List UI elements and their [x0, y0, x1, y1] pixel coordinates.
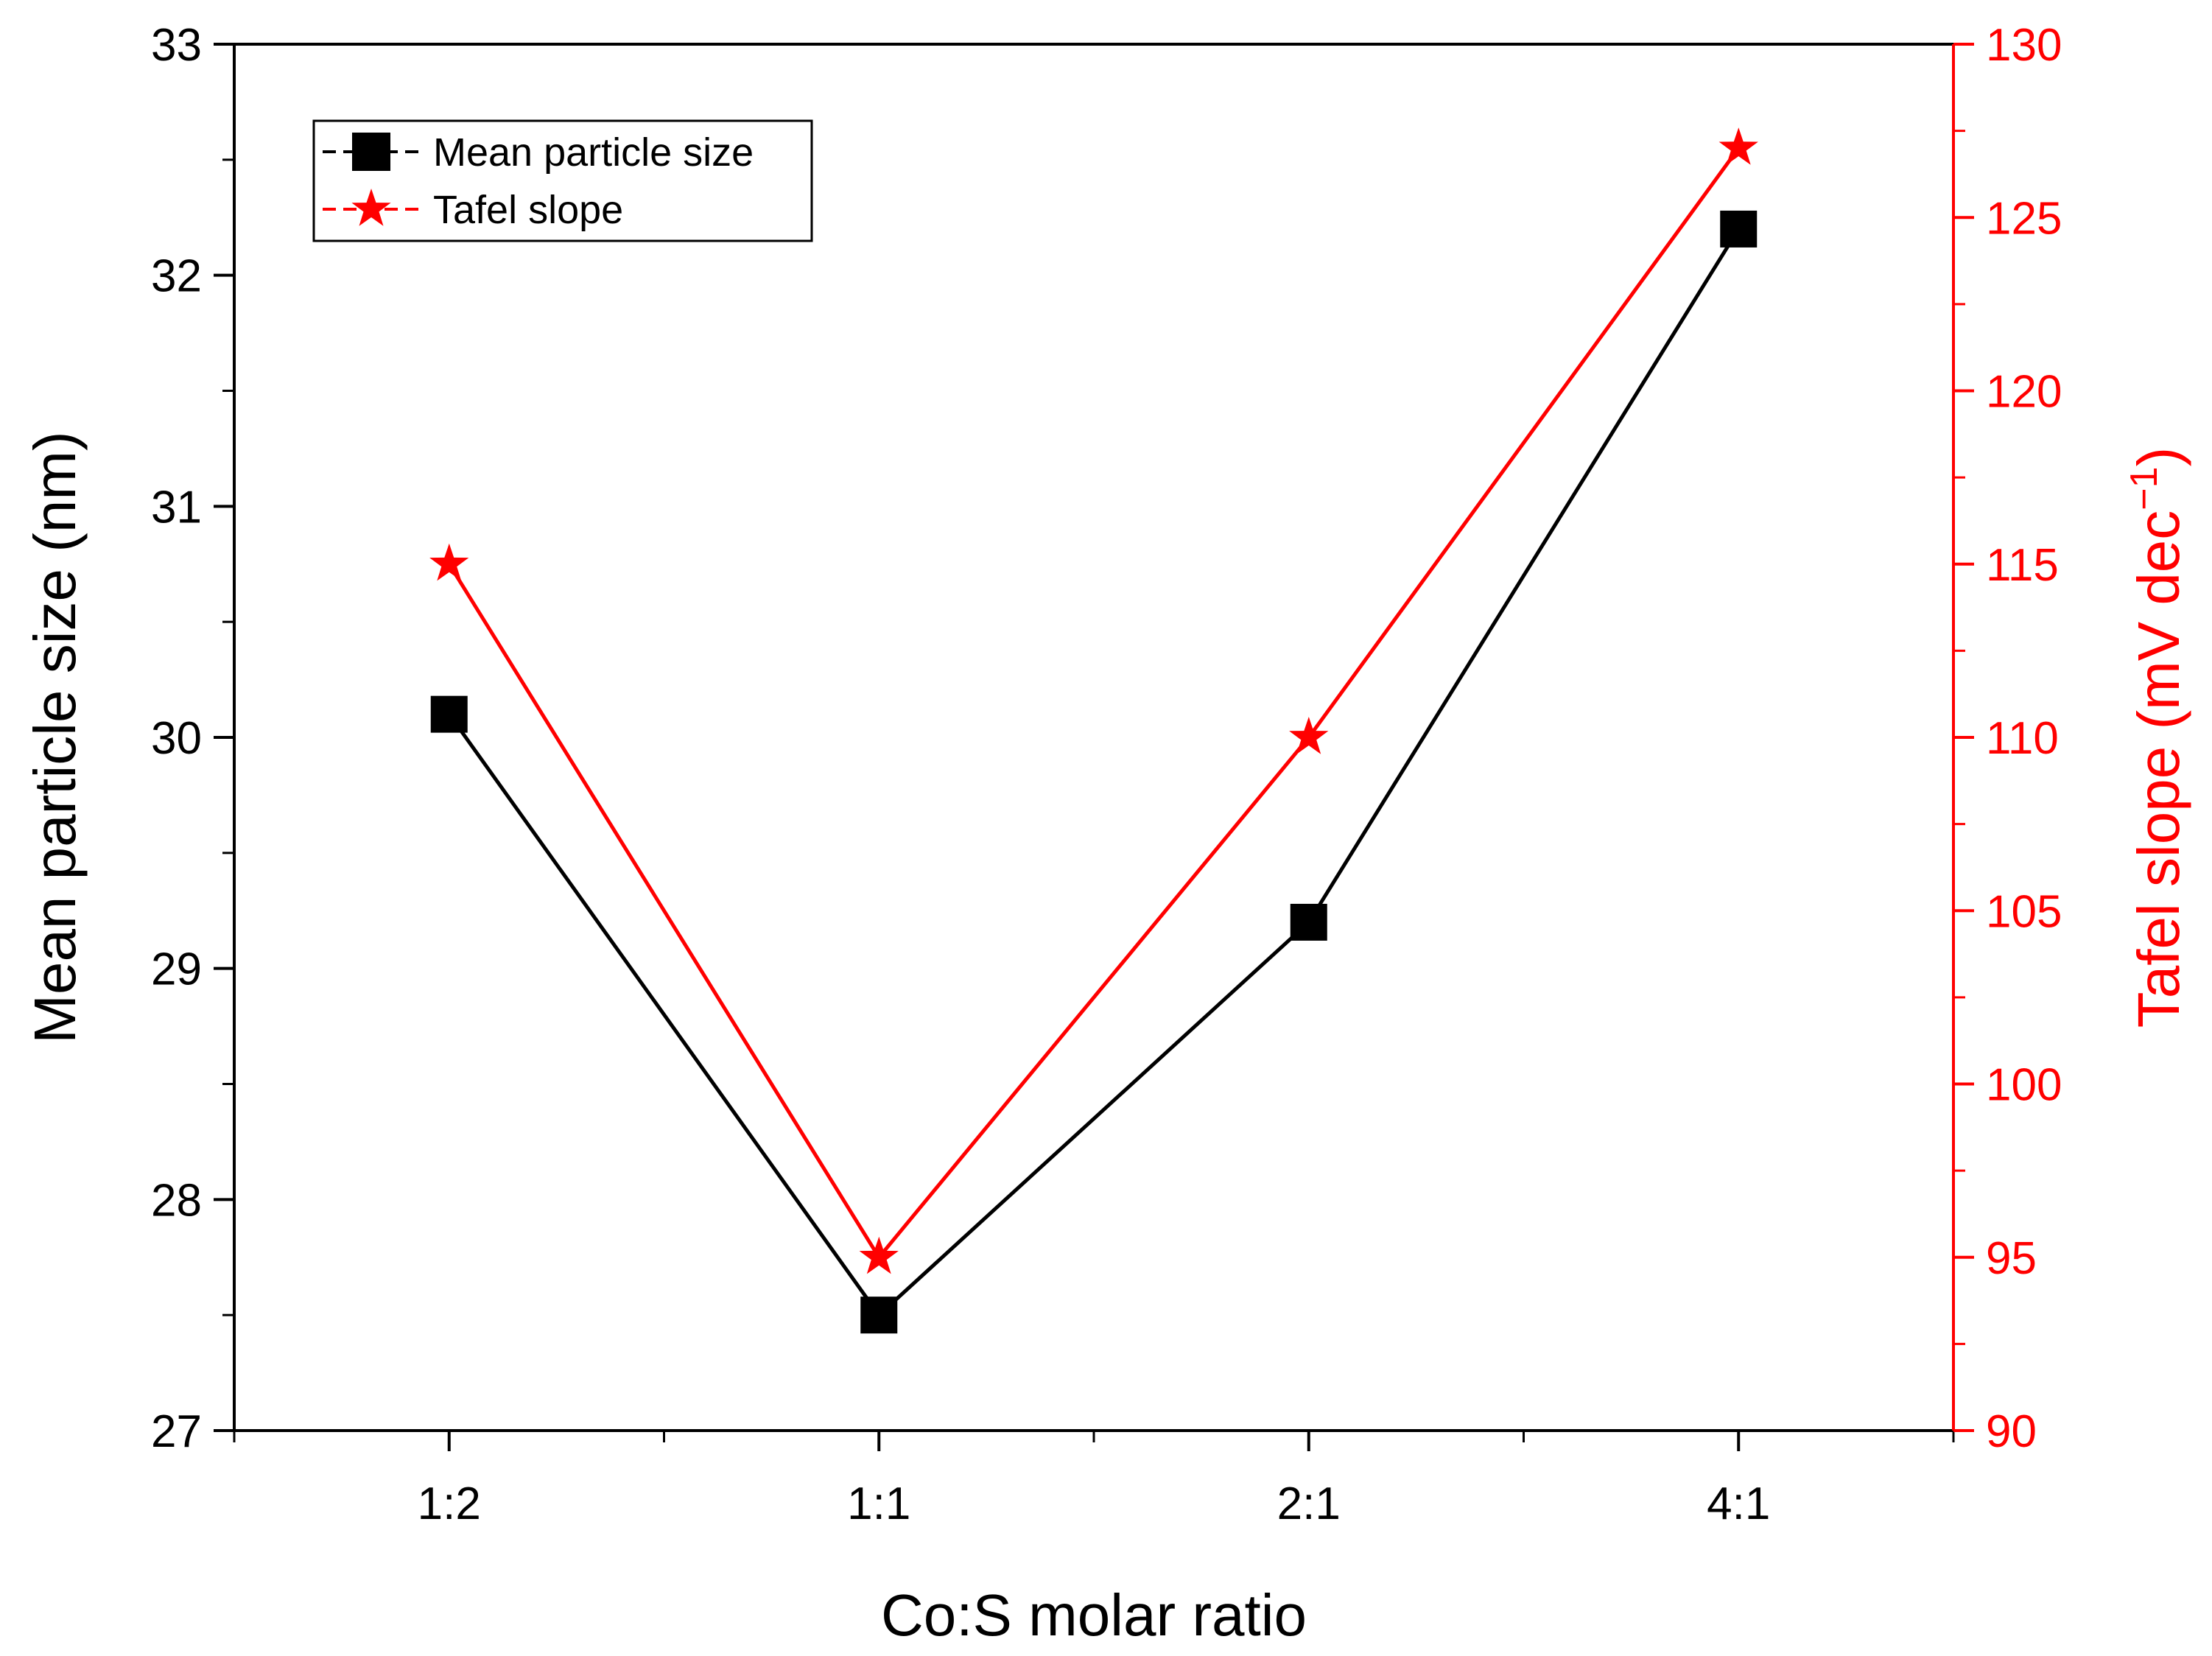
left-tick-label: 29 — [151, 944, 202, 995]
series-line-tafel-slope — [447, 147, 1741, 1261]
left-tick-label: 28 — [151, 1175, 202, 1226]
right-tick-label: 130 — [1986, 20, 2062, 71]
legend-label-tafel-slope: Tafel slope — [433, 188, 623, 232]
ticks-layer: 1:2 1:1 2:1 4:1 27 28 29 30 31 32 33 90 95 100 105 110 1… — [151, 20, 2062, 1529]
right-tick-label: 120 — [1986, 367, 2062, 418]
data-point-star — [1718, 127, 1758, 165]
data-point-square — [1720, 210, 1758, 248]
right-tick-label: 110 — [1986, 713, 2059, 764]
right-axis-title-main: Tafel slope (mV dec — [2126, 511, 2191, 1028]
series-line-particle-size — [447, 228, 1741, 1318]
data-point-square — [430, 695, 468, 733]
x-axis-title: Co:S molar ratio — [881, 1582, 1307, 1648]
data-point-star — [859, 1236, 899, 1274]
data-point-square — [1290, 903, 1327, 941]
right-axis-title: Tafel slope (mV dec−1) — [2123, 447, 2191, 1028]
right-tick-label: 125 — [1986, 193, 2062, 244]
left-tick-label: 32 — [151, 251, 202, 302]
legend: Mean particle size Tafel slope — [312, 119, 813, 242]
legend-marker-square-icon — [352, 133, 390, 171]
right-tick-label: 105 — [1986, 886, 2062, 937]
x-tick-label: 1:1 — [847, 1478, 910, 1529]
right-tick-label: 100 — [1986, 1060, 2062, 1111]
left-tick-label: 27 — [151, 1406, 202, 1457]
x-tick-label: 1:2 — [418, 1478, 481, 1529]
left-axis-title: Mean particle size (nm) — [22, 431, 88, 1043]
right-tick-label: 90 — [1986, 1406, 2037, 1457]
legend-marker-star-icon — [351, 189, 391, 226]
right-tick-label: 115 — [1986, 540, 2059, 591]
series-layer — [429, 127, 1758, 1334]
data-point-star — [429, 543, 469, 581]
data-point-square — [860, 1297, 898, 1334]
x-tick-label: 2:1 — [1277, 1478, 1341, 1529]
left-tick-label: 30 — [151, 713, 202, 764]
right-axis-title-superscript: −1 — [2123, 466, 2166, 510]
data-point-star — [1289, 717, 1329, 754]
left-tick-label: 31 — [151, 482, 202, 533]
left-tick-label: 33 — [151, 20, 202, 71]
right-axis-title-close: ) — [2126, 447, 2191, 467]
legend-label-particle-size: Mean particle size — [433, 130, 754, 175]
x-tick-label: 4:1 — [1707, 1478, 1770, 1529]
right-tick-label: 95 — [1986, 1233, 2037, 1284]
legend-box — [312, 119, 813, 242]
